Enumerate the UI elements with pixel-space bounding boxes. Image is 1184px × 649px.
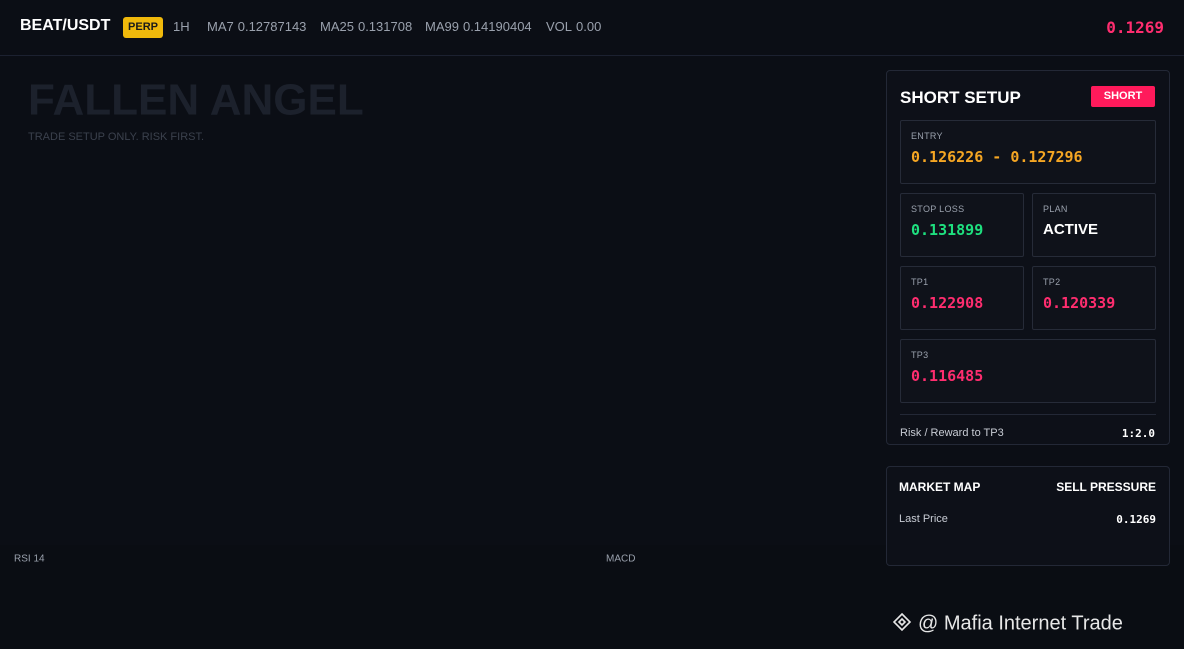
symbol: BEAT/USDT [20,17,111,34]
indicator-value: 0.14190404 [462,19,532,34]
indicator-label: VOL [546,19,573,34]
indicator: MA99 0.14190404 [425,19,532,34]
indicator-label: MA7 [207,19,234,34]
indicator-value: 0.131708 [357,19,413,34]
logo-icon [892,612,912,632]
indicator-value: 0.00 [576,19,602,34]
setup-panel: SHORT SETUP SHORT ENTRY 0.126226 - 0.127… [886,70,1170,445]
indicator: MA7 0.12787143 [207,19,306,34]
card-label: TP1 [911,277,929,287]
card-label: PLAN [1043,204,1068,214]
mm-label: Last Price [899,513,948,525]
rsi-title: RSI 14 [14,554,45,565]
rr-value: 1:2.0 [1121,427,1155,440]
mm-status: SELL PRESSURE [1056,480,1156,494]
mm-value: 0.1269 [1116,513,1156,526]
stop-loss-card: STOP LOSS 0.131899 [900,193,1024,257]
card-label: STOP LOSS [911,204,965,214]
divider [900,414,1156,415]
macd-title: MACD [606,554,635,565]
tp2-card: TP2 0.120339 [1032,266,1156,330]
footer-watermark: @ Mafia Internet Trade [892,612,1123,634]
last-price: 0.1269 [1106,18,1164,37]
card-value: ACTIVE [1043,221,1099,238]
timeframe[interactable]: 1H [173,19,190,34]
card-value: 0.116485 [911,367,984,385]
tagline: TRADE SETUP ONLY. RISK FIRST. [28,131,204,143]
card-label: ENTRY [911,131,943,141]
watermark-text: @ Mafia Internet Trade [918,612,1123,634]
card-value: 0.131899 [911,221,984,239]
card-label: TP2 [1043,277,1061,287]
rr-label: Risk / Reward to TP3 [900,427,1004,439]
indicator: VOL 0.00 [546,19,601,34]
card-value: 0.120339 [1043,294,1116,312]
short-badge: SHORT [1091,86,1155,107]
tp1-card: TP1 0.122908 [900,266,1024,330]
tp3-card: TP3 0.116485 [900,339,1156,403]
entry-card: ENTRY 0.126226 - 0.127296 [900,120,1156,184]
indicator-label: MA99 [425,19,459,34]
card-value: 0.126226 - 0.127296 [911,148,1083,166]
indicator-label: MA25 [320,19,354,34]
mm-title: MARKET MAP [899,480,981,494]
watermark: FALLEN ANGEL [28,76,364,125]
indicator-value: 0.12787143 [237,19,307,34]
card-label: TP3 [911,350,929,360]
indicator: MA25 0.131708 [320,19,412,34]
badge: PERP [123,17,163,38]
plan-card: PLAN ACTIVE [1032,193,1156,257]
market-map: MARKET MAP SELL PRESSURE Last Price 0.12… [886,466,1170,566]
card-value: 0.122908 [911,294,984,312]
panel-title: SHORT SETUP [900,88,1021,107]
